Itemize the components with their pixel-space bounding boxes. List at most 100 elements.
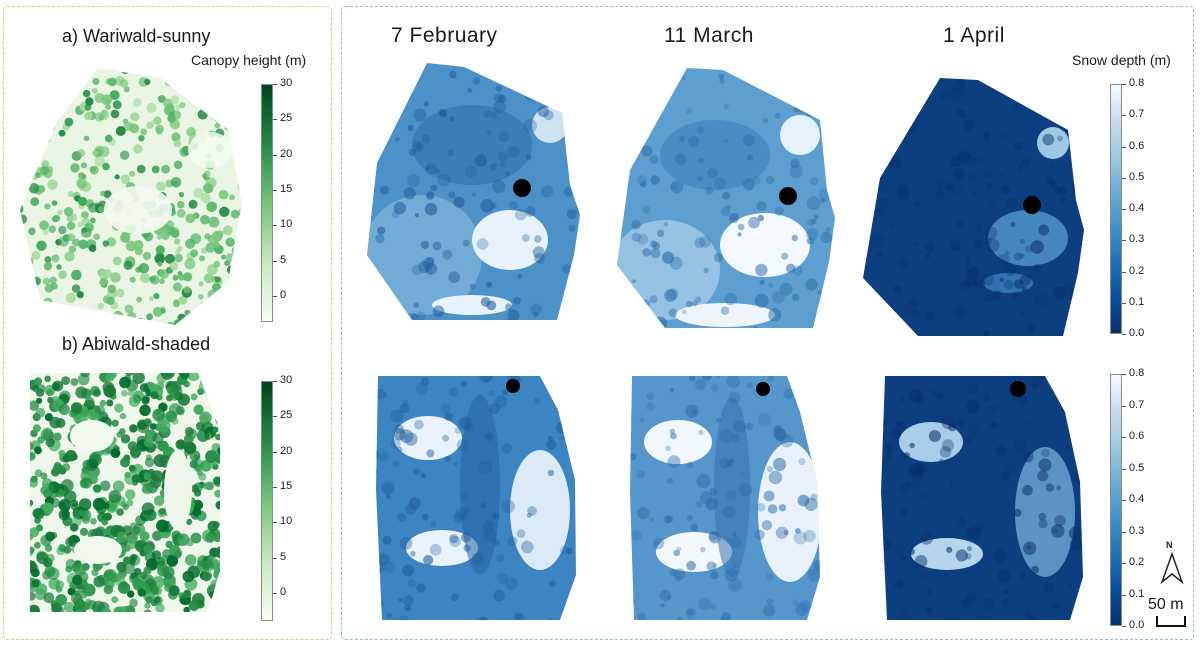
- snow-texture-patch: [573, 593, 576, 602]
- snow-texture-patch: [661, 251, 675, 264]
- snow-texture-patch: [504, 318, 511, 320]
- snow-texture-patch: [630, 596, 636, 607]
- tree-crown: [37, 99, 43, 105]
- tree-crown: [22, 128, 30, 136]
- snow-texture-patch: [513, 296, 521, 305]
- tree-crown: [219, 206, 230, 217]
- tree-crown: [32, 424, 41, 433]
- snow-texture-patch: [352, 55, 364, 62]
- snow-texture-patch: [877, 209, 885, 217]
- snow-texture-patch: [798, 106, 808, 115]
- snow-colorbar-bottom-tickmark: [1122, 500, 1126, 501]
- tree-crown: [123, 326, 128, 330]
- snow-texture-patch: [1056, 485, 1062, 491]
- snow-texture-patch: [421, 473, 427, 479]
- snow-texture-patch: [489, 163, 498, 171]
- snow-texture-patch: [688, 135, 700, 147]
- snow-texture-patch: [447, 149, 455, 157]
- tree-crown: [226, 293, 237, 304]
- tree-crown: [50, 116, 56, 122]
- tree-crown: [228, 323, 237, 325]
- snow-texture-patch: [617, 273, 618, 287]
- tree-crown: [210, 297, 221, 308]
- snow-texture-patch: [646, 402, 655, 412]
- snow-texture-patch: [785, 263, 796, 273]
- snow-texture-patch: [375, 233, 385, 244]
- snow-texture-patch: [476, 238, 489, 250]
- snow-texture-patch: [565, 443, 572, 450]
- snow-texture-patch: [458, 416, 472, 430]
- tree-crown: [220, 593, 228, 603]
- tree-crown: [127, 311, 137, 322]
- tree-crown: [172, 274, 179, 281]
- snow-texture-patch: [617, 225, 623, 234]
- snow-texture-patch: [759, 279, 765, 285]
- snow-texture-patch: [376, 388, 386, 400]
- tree-crown: [166, 555, 178, 567]
- snow-texture-patch: [486, 281, 493, 288]
- tree-crown: [97, 323, 106, 325]
- tree-crown: [225, 237, 235, 247]
- tree-crown: [190, 233, 202, 245]
- snow-texture-patch: [1062, 622, 1073, 627]
- snow-texture-patch: [1010, 221, 1016, 228]
- snow-texture-patch: [534, 252, 545, 264]
- tree-crown: [48, 482, 60, 493]
- north-arrow-icon: [1160, 551, 1184, 585]
- tree-crown: [171, 417, 179, 425]
- tree-crown: [64, 321, 76, 325]
- tree-crown: [208, 216, 220, 228]
- snow-texture-patch: [496, 554, 505, 563]
- snow-texture-patch: [686, 560, 696, 571]
- tree-crown: [70, 378, 79, 386]
- tree-crown: [39, 220, 49, 231]
- tree-crown: [129, 558, 136, 566]
- snow-texture-patch: [752, 326, 759, 328]
- tree-crown: [180, 60, 187, 64]
- snow-texture-patch: [926, 587, 934, 596]
- snow-texture-patch: [1020, 310, 1025, 315]
- tree-crown: [135, 515, 146, 526]
- snow-texture-patch: [817, 564, 820, 570]
- tree-crown: [10, 325, 16, 330]
- snow-texture-patch: [938, 90, 949, 101]
- tree-crown: [155, 603, 165, 612]
- snow-texture-patch: [663, 221, 669, 227]
- tree-crown: [136, 164, 146, 174]
- snow-texture-patch: [797, 494, 810, 507]
- tree-crown: [238, 208, 242, 218]
- tree-crown: [165, 103, 175, 112]
- tree-crown: [129, 276, 136, 283]
- tree-crown: [77, 196, 88, 206]
- snow-colorbar-bottom-tick-label: 0.3: [1129, 524, 1145, 537]
- snow-texture-patch: [783, 388, 794, 400]
- snow-texture-patch: [446, 63, 461, 67]
- tree-crown: [186, 127, 197, 137]
- tree-crown: [185, 538, 194, 547]
- panel-b-label: b) Abiwald-shaded: [62, 334, 211, 354]
- tree-crown: [152, 408, 166, 422]
- tree-crown: [142, 394, 150, 403]
- snow-texture-patch: [463, 544, 471, 552]
- tree-crown: [201, 572, 212, 582]
- tree-crown: [84, 111, 93, 121]
- snow-texture-patch: [398, 597, 403, 602]
- snow-texture-patch: [1073, 474, 1082, 483]
- snow-texture-patch: [565, 128, 572, 136]
- tree-crown: [236, 271, 242, 281]
- snow-texture-patch: [352, 172, 357, 179]
- snow-colorbar-bottom-tick-label: 0.6: [1129, 430, 1145, 442]
- snow-texture-patch: [1013, 508, 1022, 517]
- snow-texture-patch: [863, 281, 864, 292]
- tree-crown: [200, 301, 207, 309]
- snow-map-mar-wariwald: [617, 68, 835, 328]
- snow-texture-patch: [968, 423, 982, 436]
- tree-crown: [185, 213, 196, 224]
- snow-texture-patch: [617, 92, 625, 104]
- tree-crown: [20, 182, 26, 190]
- tree-crown: [211, 322, 223, 325]
- snow-texture-patch: [899, 397, 905, 402]
- tree-crown: [108, 77, 117, 87]
- tree-crown: [65, 559, 76, 570]
- tree-crown: [183, 589, 192, 598]
